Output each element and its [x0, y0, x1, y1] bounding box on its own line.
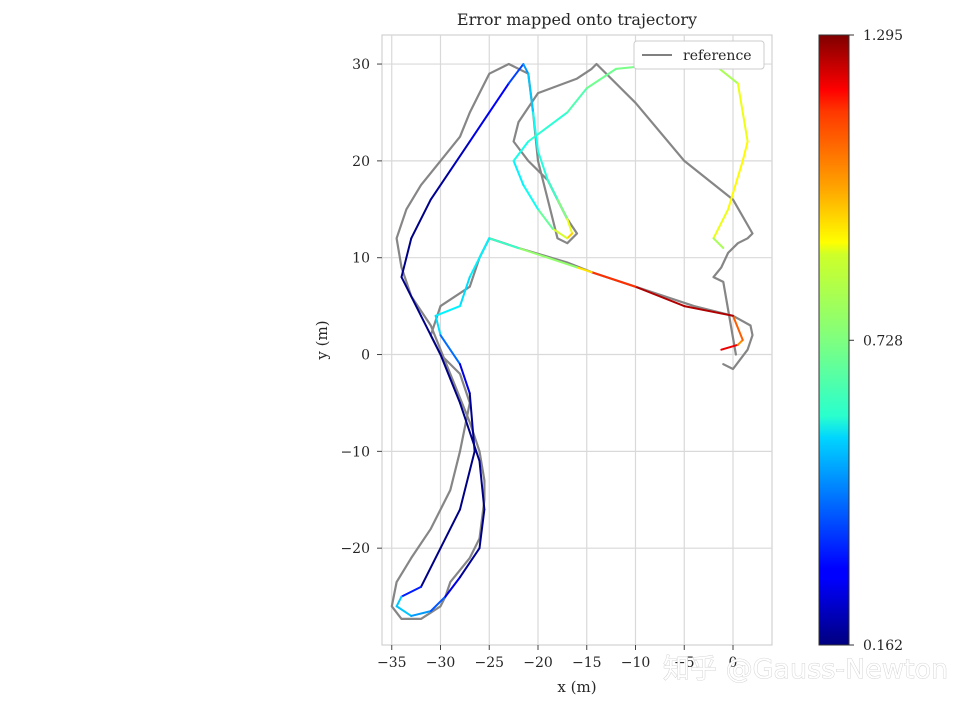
- estimate-segment: [741, 140, 749, 162]
- x-tick-label: −15: [572, 655, 602, 671]
- colorbar-tick-label: 0.162: [863, 638, 903, 654]
- y-tick-label: 30: [352, 57, 370, 73]
- estimate-segment: [478, 460, 486, 511]
- estimate-segment: [400, 585, 422, 598]
- estimate-segment: [522, 184, 539, 211]
- chart-title: Error mapped onto trajectory: [457, 10, 697, 29]
- estimate-segment: [566, 232, 574, 240]
- x-tick-label: −10: [621, 655, 651, 671]
- estimate-segment: [420, 314, 442, 356]
- estimate-segment: [537, 208, 554, 230]
- watermark: 知乎 @Gauss-Newton: [663, 654, 948, 685]
- estimate-segment: [527, 111, 569, 143]
- estimate-segment: [683, 305, 734, 317]
- colorbar-bar: [818, 34, 850, 646]
- estimate-segment: [395, 595, 403, 608]
- estimate-segment: [522, 63, 530, 75]
- estimate-segment: [566, 217, 574, 235]
- estimate-segment: [459, 450, 476, 511]
- estimate-segment: [459, 363, 471, 395]
- estimate-segment: [439, 353, 461, 404]
- estimate-segment: [527, 72, 535, 114]
- estimate-segment: [712, 208, 730, 240]
- colorbar: 1.295 0.728 0.162: [818, 28, 903, 654]
- estimate-segment: [429, 595, 447, 613]
- estimate-segment: [434, 305, 461, 317]
- estimate-segment: [736, 339, 744, 346]
- y-tick-label: 0: [361, 348, 370, 364]
- y-tick-label: 10: [352, 251, 370, 267]
- y-axis-label: y (m): [313, 320, 331, 360]
- estimate-segment: [556, 198, 569, 220]
- legend-reference-label: reference: [683, 48, 752, 64]
- estimate-segment: [590, 271, 637, 288]
- estimate-segment: [459, 401, 481, 463]
- legend: reference: [633, 40, 765, 70]
- estimate-segment: [720, 343, 739, 351]
- estimate-segment: [517, 247, 578, 269]
- estimate-segment: [429, 169, 452, 201]
- estimate-layer: [395, 63, 749, 617]
- estimate-segment: [512, 159, 525, 187]
- estimate-segment: [444, 576, 461, 598]
- estimate-segment: [551, 227, 569, 240]
- estimate-segment: [512, 140, 530, 162]
- estimate-segment: [410, 610, 432, 617]
- estimate-segment: [634, 285, 686, 308]
- estimate-segment: [712, 237, 725, 250]
- estimate-segment: [459, 276, 471, 308]
- x-axis-label: x (m): [557, 678, 596, 696]
- estimate-segment: [537, 150, 549, 182]
- plot-area: [381, 34, 773, 646]
- estimate-segment: [488, 82, 510, 114]
- colorbar-ticks: 1.295 0.728 0.162: [849, 28, 903, 654]
- estimate-segment: [439, 334, 461, 366]
- grid: [382, 35, 772, 645]
- estimate-segment: [736, 82, 749, 143]
- y-tick-label: 20: [352, 154, 370, 170]
- legend-box: [633, 40, 765, 70]
- estimate-segment: [468, 111, 491, 143]
- x-tick-label: 0: [729, 655, 738, 671]
- estimate-segment: [566, 87, 588, 114]
- estimate-segment: [468, 237, 491, 279]
- y-ticks: −20 −10 0 10 20 30: [340, 57, 382, 557]
- estimate-segment: [488, 237, 520, 250]
- estimate-segment: [459, 547, 481, 579]
- estimate-segment: [532, 111, 539, 153]
- y-tick-label: −10: [340, 444, 370, 460]
- estimate-segment: [400, 237, 413, 279]
- x-tick-label: −5: [674, 655, 695, 671]
- x-ticks: −35 −30 −25 −20 −15 −10 −5 0: [377, 645, 737, 671]
- estimate-segment: [449, 140, 471, 172]
- colorbar-tick-label: 1.295: [863, 28, 903, 44]
- y-tick-label: −20: [340, 541, 370, 557]
- x-tick-label: −20: [523, 655, 553, 671]
- estimate-segment: [410, 198, 432, 240]
- estimate-segment: [434, 314, 442, 337]
- estimate-segment: [585, 67, 617, 90]
- x-tick-label: −30: [426, 655, 456, 671]
- estimate-segment: [576, 266, 593, 274]
- estimate-segment: [732, 314, 744, 341]
- estimate-segment: [439, 508, 461, 550]
- estimate-segment: [546, 179, 559, 201]
- estimate-segment: [395, 605, 413, 617]
- estimate-segment: [507, 63, 525, 85]
- estimate-segment: [420, 547, 442, 588]
- x-tick-label: −25: [474, 655, 504, 671]
- colorbar-tick-label: 0.728: [863, 333, 903, 349]
- estimate-segment: [727, 159, 744, 211]
- x-tick-label: −35: [377, 655, 407, 671]
- estimate-segment: [400, 276, 422, 317]
- estimate-segment: [478, 508, 486, 550]
